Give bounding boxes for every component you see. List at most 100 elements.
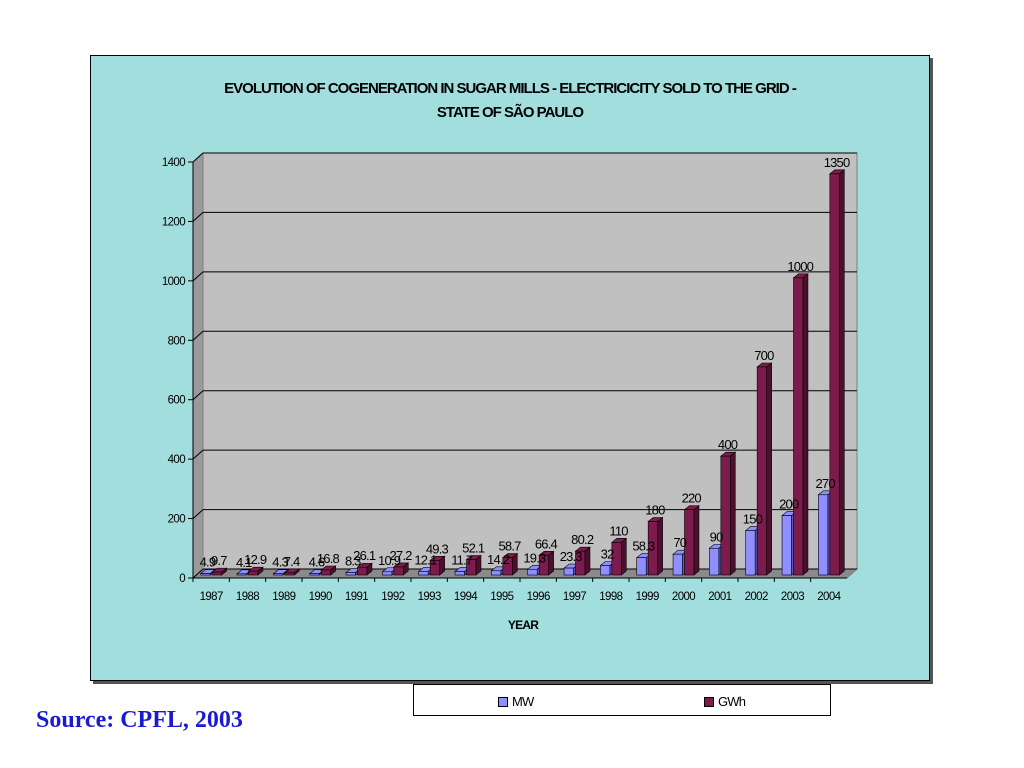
grid-line-side — [192, 568, 204, 579]
bar-front — [538, 554, 549, 576]
grid-line-side — [192, 330, 204, 341]
data-label-mw: 4.3 — [272, 555, 288, 570]
bar-side — [838, 169, 845, 576]
bar-front — [647, 521, 658, 576]
bar-front — [793, 277, 804, 576]
data-label-gwh: 26.1 — [353, 548, 376, 563]
bar-front — [454, 571, 465, 576]
data-label-gwh: 58.7 — [499, 539, 522, 554]
bar-front — [248, 570, 259, 576]
data-label-gwh: 110 — [609, 523, 628, 538]
data-label-gwh: 49.3 — [426, 541, 449, 556]
data-label-gwh: 66.4 — [535, 536, 558, 551]
y-tick-label: 1400 — [162, 157, 185, 169]
bar-side — [657, 516, 663, 576]
data-label-gwh: 1000 — [787, 259, 813, 274]
grid-line-side — [192, 212, 204, 222]
data-label-mw: 19.3 — [523, 550, 546, 565]
bar-gwh — [283, 568, 301, 576]
x-tick-label: 1997 — [563, 591, 586, 603]
bar-front — [563, 567, 574, 576]
bar-front — [466, 559, 477, 576]
x-tick-label: 1996 — [527, 591, 550, 603]
grid-line-side — [192, 449, 204, 460]
data-label-gwh: 7.4 — [284, 554, 300, 569]
bar-side — [693, 505, 700, 576]
bar-gwh — [719, 451, 737, 576]
bar-front — [636, 557, 647, 576]
data-label-mw: 150 — [743, 511, 763, 526]
bar-front — [818, 494, 829, 576]
data-label-mw: 12.1 — [414, 552, 437, 567]
bar-front — [211, 571, 222, 576]
bar-front — [357, 566, 368, 576]
data-labels: 4.9 4.1 4.3 4.6 8.3 10.9 12.1 11.7 14.2 19.3 23.3 3… — [200, 155, 851, 570]
data-label-mw: 8.3 — [345, 554, 361, 569]
bar-front — [745, 530, 756, 576]
bar-front — [309, 573, 320, 576]
x-tick-label: 1998 — [599, 591, 622, 603]
y-tick-label: 0 — [179, 573, 185, 585]
chart-panel: EVOLUTION OF COGENERATION IN SUGAR MILLS… — [90, 55, 930, 716]
legend-item-gwh: GWh — [704, 694, 746, 709]
data-label-gwh: 700 — [754, 348, 774, 363]
bar-front — [600, 565, 611, 576]
legend-label-mw: MW — [512, 694, 534, 709]
bar-side — [729, 451, 736, 576]
bar-front — [284, 572, 295, 576]
bar-gwh — [465, 554, 482, 576]
bar-gwh — [247, 566, 264, 576]
bar-front — [429, 560, 440, 576]
bar-gwh — [683, 505, 700, 576]
bar-front — [709, 547, 720, 576]
bar-side — [584, 546, 591, 576]
bar-gwh — [320, 565, 337, 576]
bar-gwh — [538, 550, 555, 576]
x-tick-label: 2002 — [745, 591, 768, 603]
legend-item-mw: MW — [498, 694, 534, 709]
bar-side — [802, 273, 809, 576]
x-tick-label: 1988 — [236, 591, 259, 603]
bar-front — [502, 557, 513, 576]
bar-gwh — [610, 537, 628, 576]
x-tick-label: 1992 — [381, 591, 404, 603]
y-tick-label: 200 — [168, 514, 186, 526]
bar-gwh — [574, 546, 591, 576]
data-label-gwh: 52.1 — [462, 541, 485, 556]
chart-svg: EVOLUTION OF COGENERATION IN SUGAR MILLS… — [162, 80, 859, 632]
bar-front — [273, 573, 284, 576]
bar-front — [684, 509, 695, 576]
bar-gwh — [211, 567, 228, 576]
data-label-mw: 58.3 — [632, 539, 655, 554]
bar-front — [672, 553, 683, 576]
source-note: Source: CPFL, 2003 — [36, 707, 243, 733]
bar-front — [320, 569, 331, 576]
bar-side — [620, 537, 627, 576]
x-tick-label: 2001 — [708, 591, 731, 603]
bar-gwh — [792, 273, 809, 576]
data-label-gwh: 16.8 — [317, 551, 340, 566]
y-tick-label: 800 — [168, 335, 186, 347]
bar-front — [345, 572, 356, 576]
data-label-gwh: 27.2 — [390, 548, 413, 563]
data-label-mw: 90 — [710, 529, 723, 544]
data-label-mw: 70 — [673, 535, 686, 550]
data-label-gwh: 9.7 — [211, 553, 227, 568]
data-label-mw: 14.2 — [487, 552, 510, 567]
x-tick-label: 2004 — [817, 591, 841, 603]
x-tick-label: 1987 — [200, 591, 223, 603]
legend-swatch-gwh — [704, 696, 714, 707]
x-tick-label: 2003 — [781, 591, 804, 603]
bar-front — [756, 366, 767, 576]
data-label-mw: 4.6 — [309, 555, 325, 570]
grid-line-side — [192, 390, 204, 401]
legend-label-gwh: GWh — [718, 694, 746, 709]
x-tick-label: 1989 — [272, 591, 295, 603]
data-label-mw: 200 — [779, 497, 799, 512]
y-tick-label: 1000 — [162, 276, 185, 288]
chart-title-line-2: STATE OF SÃO PAULO — [437, 103, 584, 121]
grid-line-side — [192, 152, 204, 163]
data-label-gwh: 1350 — [824, 155, 850, 170]
bar-gwh — [429, 555, 446, 576]
bar-gwh — [828, 169, 846, 576]
